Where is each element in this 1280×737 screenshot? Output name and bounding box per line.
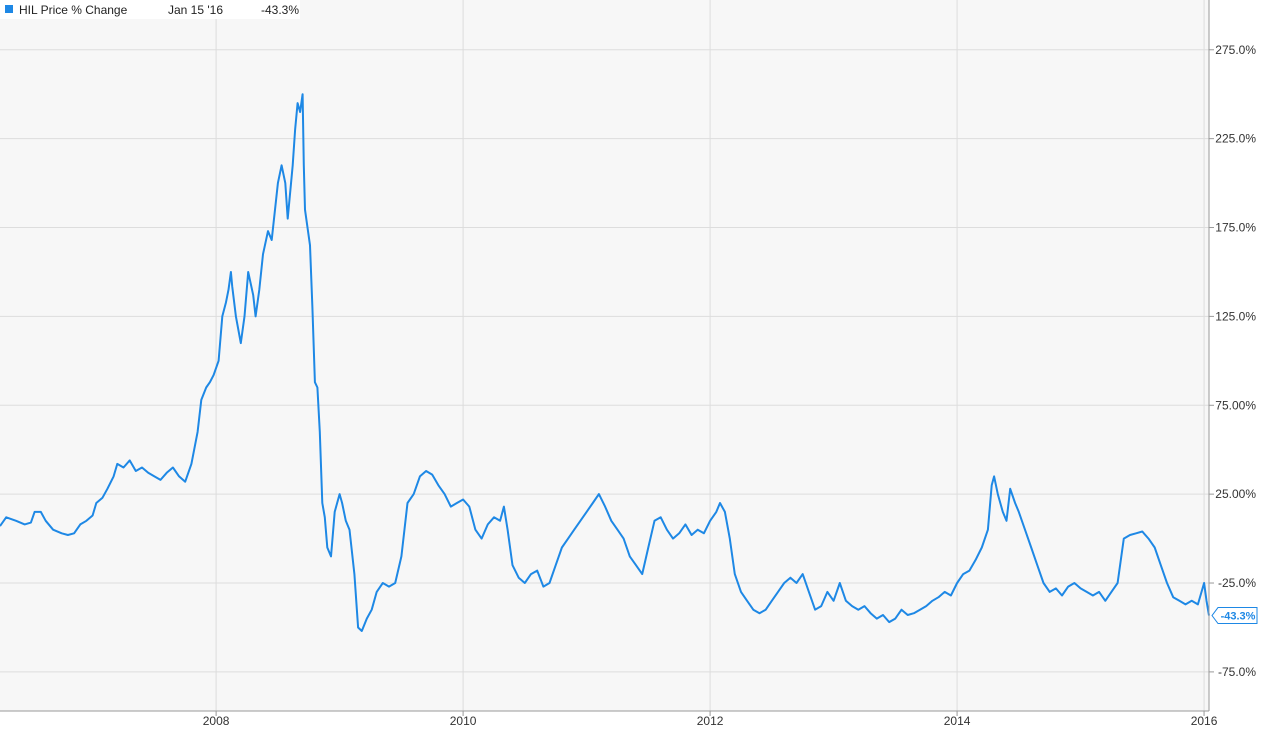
axes [0,0,1210,712]
y-tick-label: 175.0% [1215,221,1256,235]
y-tick-label: -25.0% [1218,576,1256,590]
series-line-hil[interactable] [0,93,1210,632]
y-tick-label: 125.0% [1215,309,1256,323]
y-tick-label: 275.0% [1215,43,1256,57]
last-value-badge-shape [1211,607,1258,625]
x-axis-ticks: 2008 2010 2012 2014 2016 [203,711,1218,728]
y-tick-label: 25.00% [1215,487,1256,501]
y-tick-label: 225.0% [1215,132,1256,146]
x-tick-label: 2008 [203,714,230,728]
y-axis-ticks: 275.0% 225.0% 175.0% 125.0% 75.00% 25.00% -25.… [1209,43,1256,679]
y-tick-label: 75.00% [1215,398,1256,412]
x-tick-label: 2012 [697,714,724,728]
legend-date: Jan 15 '16 [168,3,223,17]
legend-series-name: HIL Price % Change [19,3,128,17]
y-tick-label: -75.0% [1218,665,1256,679]
x-tick-label: 2016 [1191,714,1218,728]
legend-background [0,0,300,19]
last-value-badge: -43.3% [1211,607,1258,625]
legend[interactable]: HIL Price % Change Jan 15 '16 -43.3% [0,0,300,19]
legend-value: -43.3% [261,3,299,17]
series-layer [0,93,1210,632]
gridlines [0,0,1209,711]
plot-background [0,0,1209,711]
last-value-badge-text: -43.3% [1221,611,1256,623]
x-tick-label: 2014 [944,714,971,728]
legend-swatch [5,5,13,13]
x-tick-label: 2010 [450,714,477,728]
